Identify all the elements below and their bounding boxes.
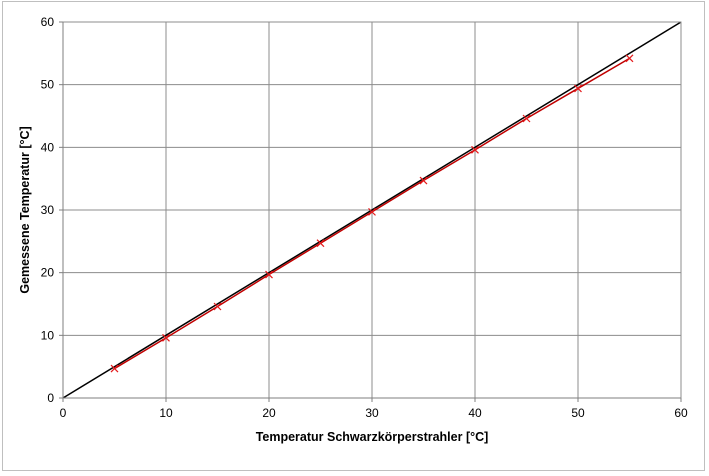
reference-line-series <box>62 21 682 399</box>
measured-series <box>110 54 634 373</box>
y-tick-label: 40 <box>41 140 55 154</box>
marker-stroke <box>265 270 273 279</box>
data-point-marker <box>316 239 325 248</box>
x-tick-label: 40 <box>468 406 482 420</box>
y-tick-label: 30 <box>41 203 55 217</box>
y-tick-label: 20 <box>41 266 55 280</box>
data-point-marker <box>574 84 582 93</box>
x-tick-label: 50 <box>571 406 585 420</box>
y-tick-label: 50 <box>41 78 55 92</box>
marker-stroke <box>625 54 634 63</box>
marker-stroke <box>419 176 428 185</box>
marker-stroke <box>471 145 479 154</box>
marker-stroke <box>316 239 325 248</box>
data-point-marker <box>471 145 479 154</box>
x-tick-label: 0 <box>60 406 67 420</box>
x-tick-label: 20 <box>262 406 276 420</box>
data-point-marker <box>625 54 634 63</box>
y-tick-label: 0 <box>47 391 54 405</box>
data-point-marker <box>419 176 428 185</box>
x-tick-label: 60 <box>674 406 688 420</box>
data-point-marker <box>265 270 273 279</box>
marker-stroke <box>110 364 119 373</box>
data-point-marker <box>213 302 222 311</box>
y-axis-title: Gemessene Temperatur [°C] <box>18 126 32 293</box>
marker-stroke <box>162 333 170 342</box>
y-tick-label: 60 <box>41 15 55 29</box>
data-point-marker <box>522 114 531 123</box>
x-tick-label: 30 <box>365 406 379 420</box>
marker-stroke <box>574 84 582 93</box>
x-axis-title: Temperatur Schwarzkörperstrahler [°C] <box>256 430 489 444</box>
marker-stroke <box>522 114 531 123</box>
marker-stroke <box>368 207 376 216</box>
reference-line <box>62 21 682 399</box>
x-tick-label: 10 <box>159 406 173 420</box>
data-point-marker <box>110 364 119 373</box>
axes: 0 10 20 30 40 50 60 0 10 20 30 40 50 60 <box>41 15 688 420</box>
y-tick-label: 10 <box>41 328 55 342</box>
marker-stroke <box>213 302 222 311</box>
data-point-marker <box>368 207 376 216</box>
data-point-marker <box>162 333 170 342</box>
